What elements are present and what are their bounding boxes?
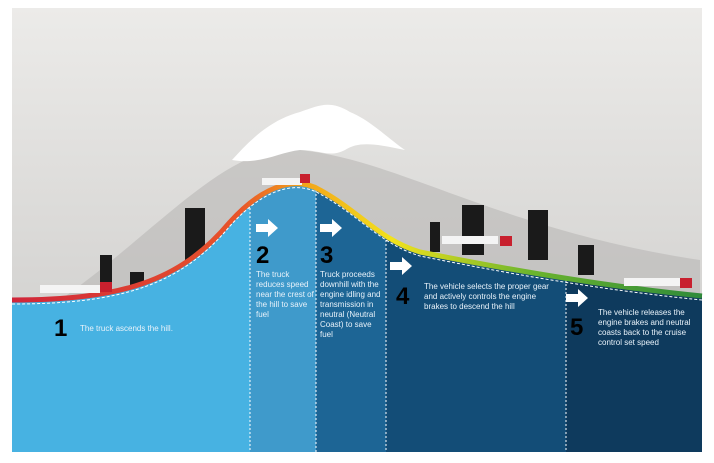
step-text: Truck proceeds downhill with the engine … xyxy=(320,270,381,339)
step-text: The vehicle selects the proper gear and … xyxy=(424,282,549,311)
arrows xyxy=(256,219,588,307)
road-line xyxy=(11,187,703,305)
step-number: 5 xyxy=(570,314,584,341)
step-number: 1 xyxy=(54,315,68,342)
trucks xyxy=(40,174,692,293)
step-text: The truck ascends the hill. xyxy=(80,324,173,333)
snow-cap xyxy=(232,104,405,162)
step-text: The vehicle releases the engine brakes a… xyxy=(598,308,691,347)
dividers xyxy=(249,186,567,452)
step-text: The truck reduces speed near the crest o… xyxy=(256,270,314,319)
step-number: 2 xyxy=(256,242,270,269)
step-number: 3 xyxy=(320,242,334,269)
road xyxy=(11,181,703,303)
step-number: 4 xyxy=(396,283,410,310)
